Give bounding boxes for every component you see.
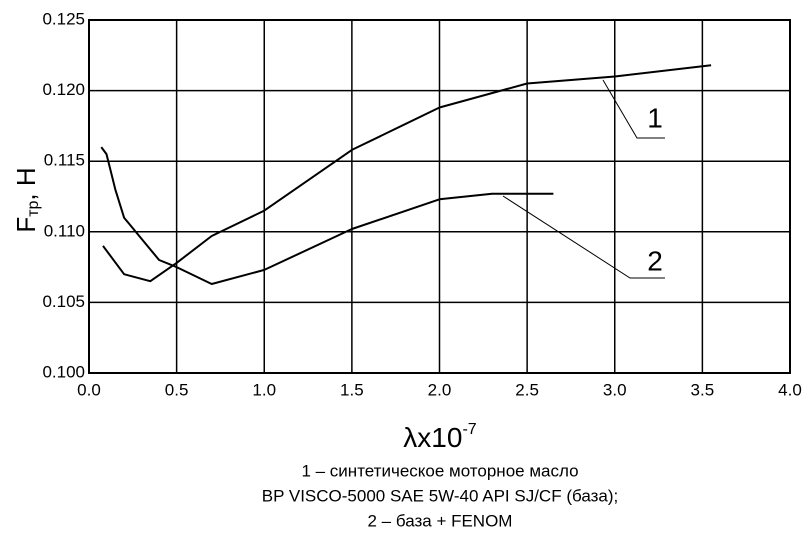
x-tick-label: 0.5 <box>165 380 189 399</box>
series-label: 1 <box>647 102 663 133</box>
x-axis-label: λx10-7 <box>403 421 476 453</box>
x-label-sup: -7 <box>462 421 476 438</box>
caption-line: 2 – база + FENOM <box>368 511 513 530</box>
y-axis-label: Fтр, Н <box>11 167 42 232</box>
x-tick-label: 0.0 <box>77 380 101 399</box>
x-tick-label: 2.0 <box>428 380 452 399</box>
x-label-main: λx10 <box>403 422 462 453</box>
x-tick-label: 3.5 <box>691 380 715 399</box>
y-tick-label: 0.120 <box>42 80 85 99</box>
y-tick-label: 0.110 <box>44 221 85 240</box>
y-tick-label: 0.125 <box>42 9 85 28</box>
caption-line: 1 – синтетическое моторное масло <box>301 461 578 480</box>
x-tick-label: 1.5 <box>340 380 364 399</box>
x-tick-label: 3.0 <box>603 380 627 399</box>
leader-line <box>502 195 665 279</box>
y-tick-label: 0.100 <box>42 362 85 381</box>
y-tick-label: 0.105 <box>42 292 85 311</box>
y-label-main: F <box>11 217 41 233</box>
y-label-rest: , Н <box>11 167 41 200</box>
series-label: 2 <box>647 245 663 276</box>
y-tick-label: 0.115 <box>44 151 85 170</box>
series-line <box>100 146 554 285</box>
series-line <box>102 64 712 283</box>
y-label-sub: тр <box>25 200 42 216</box>
x-tick-label: 2.5 <box>515 380 539 399</box>
caption-line: BP VISCO-5000 SAE 5W-40 API SJ/CF (база)… <box>262 486 618 505</box>
x-tick-label: 4.0 <box>778 380 802 399</box>
x-tick-label: 1.0 <box>252 380 276 399</box>
